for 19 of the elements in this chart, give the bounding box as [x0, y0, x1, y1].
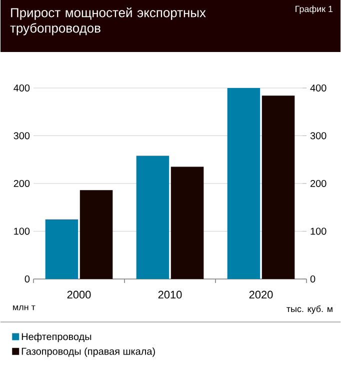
- y2-tick-label: 0: [310, 275, 316, 283]
- y-axis-title: млн т: [13, 305, 36, 310]
- text: График 1: [296, 6, 333, 14]
- y2-tick-label: 300: [310, 132, 326, 140]
- y-tick-label: 300: [14, 132, 30, 140]
- legend-label: Нефтепроводы: [22, 332, 92, 342]
- y-tick-label: 0: [24, 275, 30, 283]
- y2-axis-title: тыс. куб. м: [286, 305, 332, 314]
- x-tick-label: 2010: [158, 290, 182, 299]
- y2-tick-label: 400: [310, 84, 326, 92]
- legend-label: Газопроводы (правая шкала): [22, 348, 155, 357]
- chart-title: Прирост мощностей экспортных трубопроводов: [10, 8, 206, 36]
- y2-tick-label: 100: [310, 228, 326, 235]
- x-tick-label: 2000: [67, 290, 91, 299]
- y2-tick-label: 200: [310, 180, 326, 188]
- x-tick-label: 2020: [249, 290, 273, 299]
- y-tick-label: 100: [14, 228, 30, 235]
- y-tick-label: 400: [14, 84, 30, 92]
- y-tick-label: 200: [14, 180, 30, 188]
